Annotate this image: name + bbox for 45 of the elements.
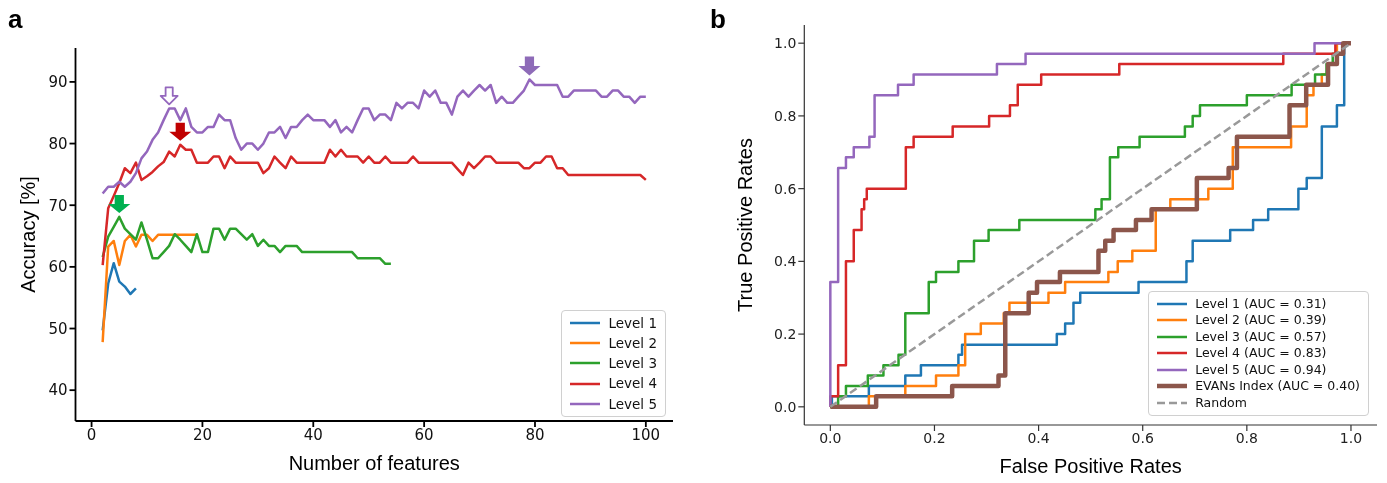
x-tick-label: 20 [192, 425, 212, 444]
y-tick-label: 90 [48, 73, 68, 92]
legend-label: EVANs Index (AUC = 0.40) [1195, 378, 1360, 395]
y-tick-label: 60 [48, 258, 68, 277]
y-tick-label: 0.8 [774, 107, 797, 124]
x-tick-label: 100 [631, 425, 661, 444]
x-tick-label: 0.8 [1235, 429, 1258, 446]
y-axis-title: Accuracy [%] [17, 176, 39, 293]
x-tick-label: 80 [525, 425, 545, 444]
x-tick-label: 40 [303, 425, 323, 444]
legend-label: Level 2 (AUC = 0.39) [1195, 312, 1327, 329]
legend-label: Level 4 [608, 374, 657, 394]
x-axis-title: Number of features [288, 452, 460, 474]
x-tick-label: 60 [414, 425, 434, 444]
y-tick-label: 1.0 [774, 35, 797, 52]
legend-label: Level 5 [608, 394, 657, 414]
x-tick-label: 0 [86, 425, 97, 444]
y-tick-label: 0.0 [774, 398, 797, 415]
y-tick-label: 40 [48, 381, 68, 400]
y-tick-label: 0.2 [774, 326, 797, 343]
legend-label: Level 5 (AUC = 0.94) [1195, 361, 1327, 378]
x-tick-label: 0.0 [819, 429, 842, 446]
chart-title: a [8, 4, 23, 34]
y-tick-label: 70 [48, 196, 68, 215]
legend-label: Level 3 [608, 354, 657, 374]
line-series [101, 78, 648, 195]
x-tick-label: 0.6 [1131, 429, 1154, 446]
y-axis-title: True Positive Rates [734, 138, 756, 312]
line-series [101, 215, 393, 266]
y-tick-label: 0.6 [774, 180, 797, 197]
legend-label: Random [1195, 394, 1247, 411]
y-tick-label: 80 [48, 134, 68, 153]
x-tick-label: 0.2 [923, 429, 946, 446]
x-tick-label: 1.0 [1339, 429, 1363, 446]
x-axis-title: False Positive Rates [999, 455, 1182, 477]
y-tick-label: 50 [48, 319, 68, 338]
legend-label: Level 4 (AUC = 0.83) [1195, 345, 1327, 362]
chart-title: b [710, 4, 726, 34]
x-tick-label: 0.4 [1027, 429, 1050, 446]
legend-label: Level 2 [608, 333, 657, 353]
y-tick-label: 0.4 [774, 253, 797, 270]
line-series [101, 143, 648, 267]
legend-label: Level 1 (AUC = 0.31) [1195, 295, 1327, 312]
legend-label: Level 1 [608, 313, 657, 333]
legend-label: Level 3 (AUC = 0.57) [1195, 328, 1327, 345]
